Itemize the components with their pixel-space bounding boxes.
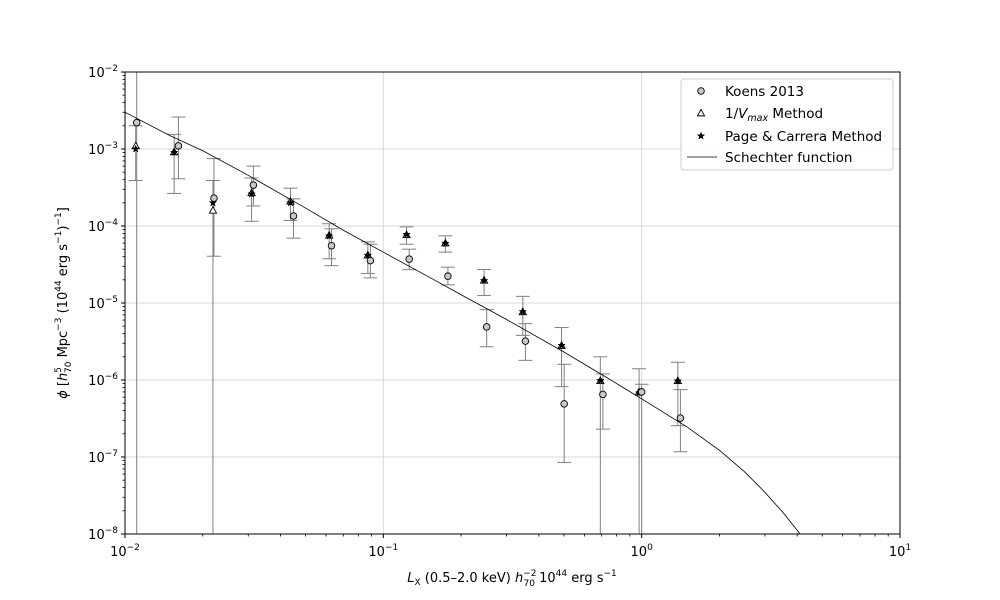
page-carrera-point [479, 276, 489, 285]
legend-label-koens: Koens 2013 [725, 84, 804, 100]
y-tick-label: 10−4 [88, 218, 118, 235]
x-tick-label: 101 [889, 543, 911, 560]
y-tick-label: 10−7 [88, 449, 118, 466]
y-tick-label: 10−3 [88, 141, 118, 158]
legend-label-schechter: Schechter function [725, 150, 852, 166]
x-tick-label: 10−1 [368, 543, 398, 560]
legend-label-vmax: 1/Vmax Method [725, 106, 823, 124]
y-axis-label: ϕ [h570 Mpc−3 (1044 erg s−1)−1] [54, 207, 74, 399]
schechter-curve-layer [125, 111, 801, 534]
page-carrera-point [247, 189, 256, 198]
page-carrera-point [208, 198, 218, 207]
page-carrera-point [673, 376, 683, 385]
koens-2013-point [210, 194, 218, 202]
x-axis-label: LX (0.5–2.0 keV) h−2 70 1044 erg s−1 [407, 569, 617, 589]
page-carrera-point [324, 231, 334, 240]
page-carrera-point [286, 198, 295, 207]
legend-triangle-swatch [696, 108, 706, 117]
legend-star-swatch [696, 131, 706, 140]
page-carrera-point [518, 307, 528, 316]
koens-2013-point [249, 181, 258, 189]
x-tick-label: 10−2 [110, 543, 140, 560]
koens-2013-point [366, 256, 375, 265]
koens-2013-point [405, 255, 413, 263]
page-carrera-point [131, 144, 140, 153]
koens-2013-point [599, 390, 607, 399]
y-tick-label: 10−5 [88, 295, 118, 312]
legend: Koens 2013 1/Vmax Method Page & Carrera … [680, 78, 894, 171]
koens-2013-point [174, 142, 183, 150]
page-carrera-point [169, 148, 179, 157]
koens-2013-point [289, 212, 298, 220]
koens-2013-point [637, 388, 646, 396]
koens-2013-point [444, 272, 452, 280]
koens-2013-point [560, 400, 568, 408]
y-tick-label: 10−6 [88, 372, 118, 389]
axis-ticks: 10−2 10−1 100 101 10−8 10−7 10−6 10−5 10−4 10−3 10… [88, 64, 911, 560]
legend-circle-swatch [697, 87, 705, 95]
koens-2013-point [132, 118, 141, 127]
koens-2013-point [676, 414, 685, 422]
koens-2013-point [327, 241, 336, 250]
y-tick-label: 10−8 [88, 526, 118, 543]
page-carrera-point [596, 376, 605, 385]
koens-2013-point [521, 337, 530, 345]
vmax-method-point [208, 205, 218, 214]
legend-label-page-carrera: Page & Carrera Method [725, 129, 882, 145]
koens-2013-point [482, 323, 491, 331]
page-carrera-point [363, 250, 373, 260]
x-tick-label: 100 [631, 543, 654, 560]
legend-box [680, 78, 894, 171]
page-carrera-point [402, 230, 411, 239]
page-carrera-point [441, 238, 450, 248]
page-carrera-point [557, 341, 566, 350]
y-tick-label: 10−2 [88, 64, 118, 81]
data-markers [131, 118, 685, 422]
legend-markers [687, 87, 717, 158]
schechter-function-line [125, 111, 801, 534]
